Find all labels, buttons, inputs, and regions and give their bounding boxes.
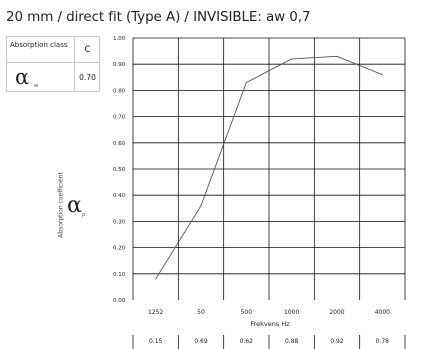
- x-tick-label: 50: [197, 309, 205, 316]
- practical-value: 0.88: [285, 338, 299, 345]
- y-tick-label: 0.70: [113, 115, 126, 121]
- data-point: [245, 82, 247, 84]
- alpha-w-symbol: α: [15, 65, 30, 89]
- y-tick-labels: 0.00 0.10 0.20 0.30 0.40 0.50 0.60 0.70 0.80 0.90…: [113, 36, 126, 304]
- data-point: [291, 58, 293, 60]
- alpha-w-value: 0.70: [79, 72, 96, 82]
- alpha-p-symbol: α: [67, 193, 82, 218]
- x-axis-label: Frekvens Hz: [250, 320, 290, 328]
- series-layer: [155, 55, 383, 280]
- rating-box-divider: [7, 62, 99, 63]
- x-tick-label: 1000: [284, 309, 299, 316]
- x-tick-labels: 1252 50 500 1000 2000 4000: [148, 309, 390, 316]
- data-point: [200, 205, 202, 207]
- data-point: [336, 55, 338, 57]
- practical-value: 0.15: [149, 338, 163, 345]
- grid: [132, 37, 406, 300]
- data-point: [155, 278, 157, 280]
- y-tick-label: 0.40: [113, 193, 126, 199]
- practical-value: 0.69: [194, 338, 208, 345]
- x-tick-label: 1252: [148, 309, 163, 316]
- x-tick-label: 4000: [375, 309, 390, 316]
- alpha-w-subscript: w: [34, 83, 39, 89]
- y-tick-label: 0.20: [113, 246, 126, 252]
- y-tick-label: 0.10: [113, 272, 126, 278]
- practical-value: 0.62: [240, 338, 254, 345]
- absorption-series-line: [155, 55, 383, 280]
- y-tick-label: 0.00: [113, 298, 126, 304]
- absorption-rating-box: Absorption class C α w 0.70: [6, 36, 100, 92]
- x-tick-label: 500: [241, 309, 253, 316]
- y-tick-label: 0.80: [113, 88, 126, 94]
- chart-title: 20 mm / direct fit (Type A) / INVISIBLE:…: [6, 9, 311, 25]
- y-tick-label: 0.50: [113, 167, 126, 173]
- data-point: [381, 74, 383, 76]
- y-tick-label: 0.90: [113, 62, 126, 68]
- practical-values-row: 0.15 0.69 0.62 0.88 0.92 0.78: [132, 335, 406, 349]
- practical-value: 0.78: [376, 338, 390, 345]
- y-tick-label: 1.00: [113, 36, 126, 42]
- rating-box-divider: [74, 37, 75, 91]
- y-tick-label: 0.30: [113, 219, 126, 225]
- x-tick-label: 2000: [329, 309, 344, 316]
- alpha-p-subscript: p: [82, 212, 86, 218]
- absorption-class-label: Absorption class: [10, 41, 68, 49]
- practical-value: 0.92: [330, 338, 344, 345]
- y-tick-label: 0.60: [113, 141, 126, 147]
- absorption-class-value: C: [84, 44, 91, 55]
